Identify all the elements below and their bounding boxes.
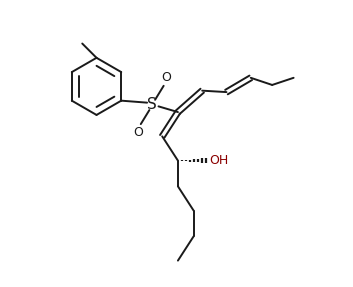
- Text: O: O: [162, 71, 172, 84]
- Text: OH: OH: [209, 154, 228, 167]
- Text: S: S: [147, 98, 157, 113]
- Text: O: O: [133, 126, 143, 139]
